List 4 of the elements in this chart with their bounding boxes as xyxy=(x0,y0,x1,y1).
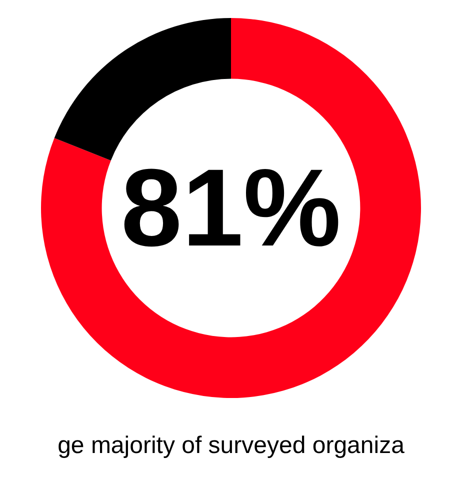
text: ge majority of surveyed organiza xyxy=(58,432,406,459)
donut-slice xyxy=(41,18,421,398)
data-label: 81% xyxy=(120,146,342,270)
donut-slice xyxy=(54,18,231,160)
